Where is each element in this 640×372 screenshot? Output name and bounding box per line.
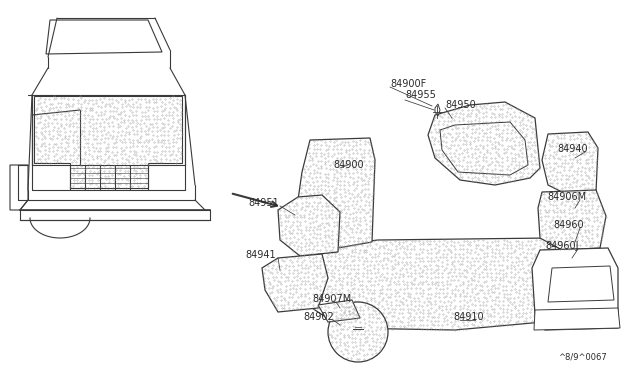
Polygon shape bbox=[428, 102, 540, 185]
Text: 84960: 84960 bbox=[553, 220, 584, 230]
Polygon shape bbox=[548, 266, 614, 302]
Polygon shape bbox=[318, 300, 360, 322]
Text: 84900: 84900 bbox=[333, 160, 364, 170]
Polygon shape bbox=[532, 248, 618, 330]
Polygon shape bbox=[34, 96, 182, 188]
Text: 84940: 84940 bbox=[557, 144, 588, 154]
Text: 84955: 84955 bbox=[405, 90, 436, 100]
Text: 84900F: 84900F bbox=[390, 79, 426, 89]
Polygon shape bbox=[538, 190, 606, 250]
Polygon shape bbox=[10, 165, 28, 210]
Text: 84906M: 84906M bbox=[547, 192, 586, 202]
Text: 84941: 84941 bbox=[245, 250, 276, 260]
Text: 84950: 84950 bbox=[445, 100, 476, 110]
Polygon shape bbox=[440, 122, 528, 175]
Text: 84907M: 84907M bbox=[312, 294, 351, 304]
Polygon shape bbox=[46, 20, 162, 54]
Polygon shape bbox=[542, 132, 598, 195]
Polygon shape bbox=[262, 254, 328, 312]
Polygon shape bbox=[278, 195, 340, 256]
Polygon shape bbox=[308, 238, 568, 330]
Text: 84902: 84902 bbox=[303, 312, 333, 322]
Polygon shape bbox=[534, 308, 620, 330]
Circle shape bbox=[328, 302, 388, 362]
Text: 84960J: 84960J bbox=[545, 241, 579, 251]
Text: ^8/9^0067: ^8/9^0067 bbox=[558, 353, 607, 362]
Polygon shape bbox=[298, 138, 375, 248]
Text: 84910: 84910 bbox=[453, 312, 484, 322]
Text: 84951: 84951 bbox=[248, 198, 279, 208]
Polygon shape bbox=[435, 104, 440, 116]
